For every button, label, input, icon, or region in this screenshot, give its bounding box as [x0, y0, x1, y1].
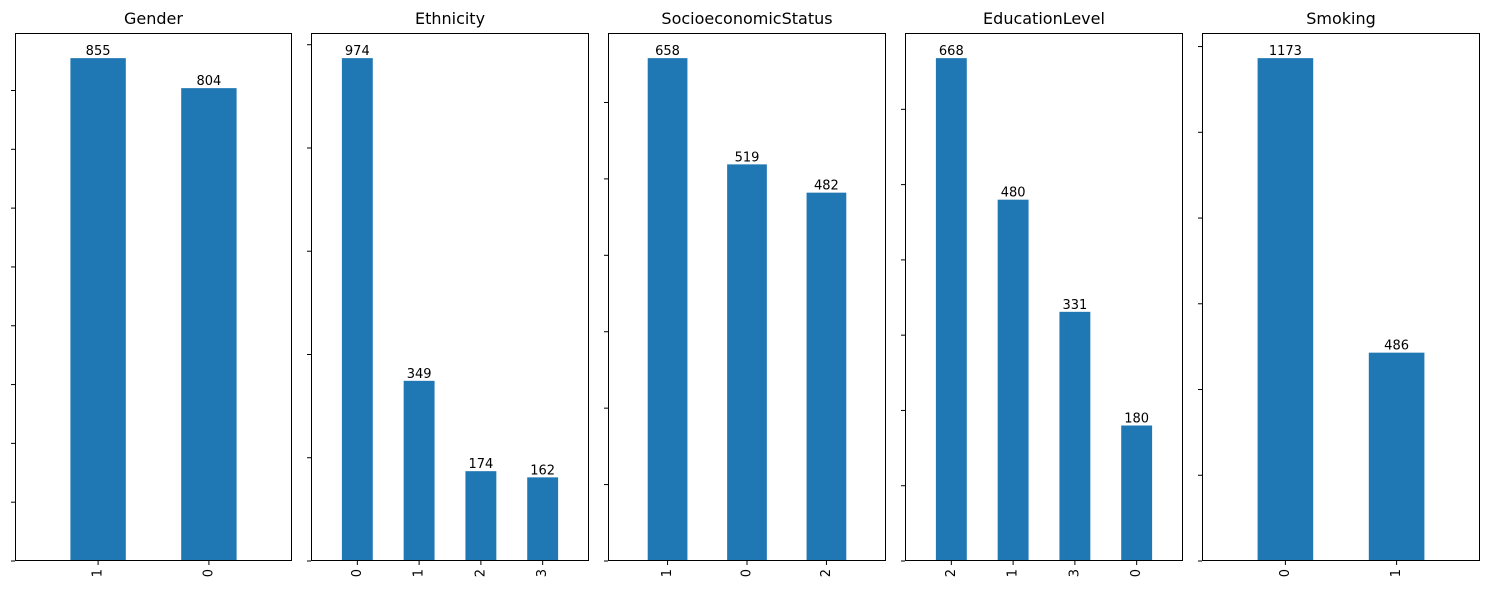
bar-2	[806, 192, 847, 561]
bar-0	[1257, 58, 1314, 561]
x-tick-label: 0	[1129, 569, 1144, 577]
chart-title: Smoking	[1306, 9, 1376, 28]
bar-1	[647, 58, 688, 561]
chart-title: SocioeconomicStatus	[661, 9, 832, 28]
x-tick-label: 3	[1067, 569, 1082, 577]
axes-frame	[608, 33, 886, 561]
bar-1	[403, 380, 435, 561]
bar-1	[997, 199, 1029, 562]
data-label: 974	[345, 44, 370, 59]
bar-3	[527, 477, 559, 561]
bar-1	[70, 58, 126, 561]
x-tick-label: 0	[1278, 569, 1293, 577]
x-tick-label: 3	[535, 569, 550, 577]
chart-panel-1: Gender 855 1 804 0	[11, 9, 292, 577]
bar-0	[727, 164, 767, 561]
data-label: 480	[1001, 186, 1026, 201]
data-label: 1173	[1269, 44, 1302, 59]
data-label: 180	[1124, 412, 1149, 427]
chart-panel-3: SocioeconomicStatus 658 1 519 0 482 2	[604, 9, 886, 577]
chart-title: EducationLevel	[983, 9, 1105, 28]
data-label: 519	[735, 150, 760, 165]
x-tick-label: 2	[473, 569, 488, 577]
axes-frame	[15, 33, 292, 561]
bar-0	[1121, 425, 1153, 561]
data-label: 174	[468, 457, 493, 472]
chart-title: Ethnicity	[415, 9, 485, 28]
x-tick-label: 2	[944, 569, 959, 577]
axes-frame	[905, 33, 1183, 561]
x-tick-label: 1	[660, 569, 675, 577]
bar-1	[1368, 352, 1425, 561]
bar-0	[181, 88, 237, 561]
bar-0	[341, 58, 373, 561]
data-label: 855	[86, 44, 111, 59]
data-label: 349	[407, 367, 432, 382]
data-label: 162	[530, 463, 555, 478]
bar-3	[1059, 311, 1091, 561]
chart-title: Gender	[124, 9, 183, 28]
x-tick-label: 2	[819, 569, 834, 577]
data-label: 668	[939, 44, 964, 59]
chart-panel-4: EducationLevel 668 2 480 1 331 3 180 0	[901, 9, 1183, 577]
bar-2	[935, 58, 967, 561]
data-label: 482	[814, 179, 839, 194]
x-tick-label: 1	[412, 569, 427, 577]
x-tick-label: 0	[350, 569, 365, 577]
x-tick-label: 0	[201, 569, 216, 577]
data-label: 486	[1384, 339, 1409, 354]
chart-panel-5: Smoking 1173 0 486 1	[1198, 9, 1480, 577]
bar-2	[465, 471, 497, 561]
axes-frame	[311, 33, 589, 561]
data-label: 804	[196, 74, 221, 89]
chart-panel-2: Ethnicity 974 0 349 1 174 2 162 3	[307, 9, 589, 577]
axes-frame	[1202, 33, 1480, 561]
data-label: 331	[1062, 298, 1087, 313]
x-tick-label: 1	[1389, 569, 1404, 577]
x-tick-label: 0	[740, 569, 755, 577]
x-tick-label: 1	[1006, 569, 1021, 577]
x-tick-label: 1	[91, 569, 106, 577]
data-label: 658	[655, 44, 680, 59]
